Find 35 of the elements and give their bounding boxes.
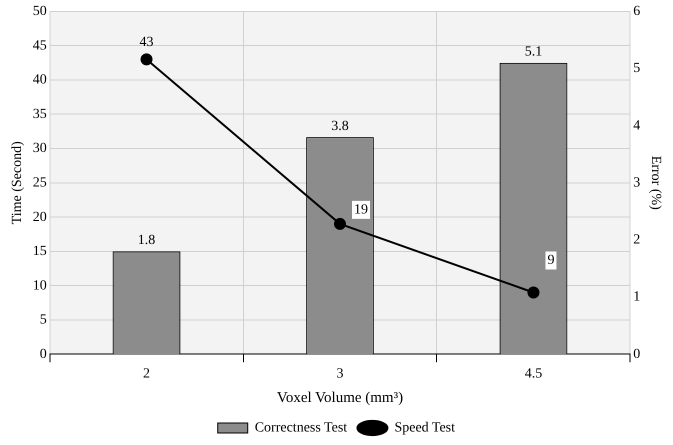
y2-tick-label: 4 [633, 118, 640, 134]
x-tick-label: 4.5 [524, 366, 542, 382]
y-tick-label: 35 [32, 106, 47, 122]
point [140, 53, 153, 66]
y2-tick-label: 0 [633, 346, 640, 362]
y-tick-label: 25 [32, 175, 47, 190]
y2-axis-title: Error (%) [648, 156, 663, 210]
y-axis-title: Time (Second) [10, 140, 26, 224]
point [527, 286, 540, 298]
data-label: 1.8 [138, 233, 156, 248]
y-tick-label: 40 [32, 72, 47, 88]
y-tick-label: 0 [40, 346, 47, 362]
point [334, 218, 346, 230]
data-label: 5.1 [524, 44, 542, 60]
x-axis-title: Voxel Volume (mm³) [276, 390, 404, 406]
y-tick-label: 15 [32, 244, 47, 260]
legend-label: Speed Test [394, 420, 456, 436]
y-tick-label: 30 [32, 141, 47, 156]
x-tick-label: 3 [336, 366, 344, 382]
x-tick-label: 2 [143, 366, 150, 382]
data-label: 9 [547, 253, 554, 268]
data-label: 3.8 [331, 118, 349, 134]
y2-tick-label: 5 [633, 61, 640, 76]
y-tick-label: 50 [32, 4, 47, 20]
data-label: 43 [140, 35, 154, 50]
y2-tick-label: 6 [633, 4, 640, 20]
y2-tick-label: 3 [633, 175, 640, 190]
y-tick-label: 20 [32, 210, 47, 225]
y2-tick-label: 2 [633, 232, 640, 248]
data-label: 19 [354, 202, 368, 218]
legend-label: Correctness Test [254, 420, 348, 436]
y2-tick-label: 1 [633, 290, 640, 305]
y-tick-label: 45 [32, 38, 47, 54]
y-tick-label: 5 [40, 312, 47, 328]
y-tick-label: 10 [32, 278, 47, 294]
